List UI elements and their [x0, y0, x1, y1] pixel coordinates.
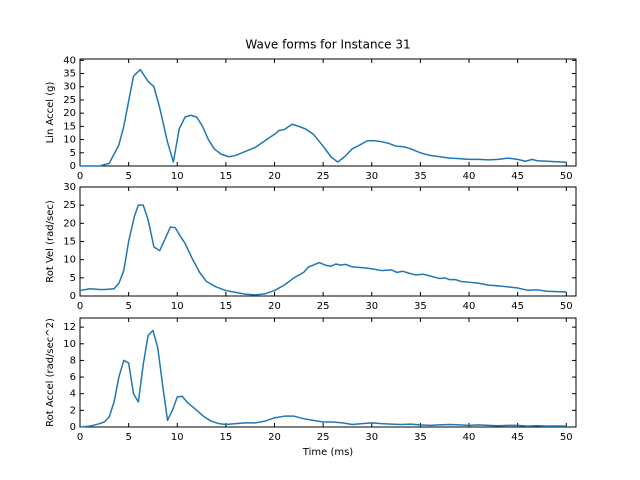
- y-tick-label: 30: [63, 82, 76, 93]
- x-tick-label: 35: [414, 171, 427, 182]
- x-tick-label: 30: [365, 171, 378, 182]
- x-tick-label: 40: [463, 432, 476, 443]
- x-tick-label: 0: [77, 432, 83, 443]
- y-tick-label: 20: [63, 218, 76, 229]
- data-line: [79, 329, 567, 428]
- y-tick-label: 10: [63, 255, 76, 266]
- x-tick-label: 45: [511, 432, 524, 443]
- y-tick-label: 15: [63, 121, 76, 132]
- x-tick-label: 5: [125, 171, 131, 182]
- y-tick-label: 5: [70, 148, 76, 159]
- x-tick-label: 0: [77, 171, 83, 182]
- x-tick-label: 15: [220, 171, 233, 182]
- x-tick-label: 25: [317, 432, 330, 443]
- y-tick-label: 0: [70, 422, 76, 433]
- data-line: [79, 204, 567, 296]
- y-tick-label: 15: [63, 237, 76, 248]
- y-tick-label: 0: [70, 161, 76, 172]
- data-line: [80, 68, 567, 167]
- y-tick-label: 8: [70, 355, 76, 366]
- x-tick-label: 45: [511, 301, 524, 312]
- x-tick-label: 20: [268, 432, 281, 443]
- x-tick-label: 20: [268, 171, 281, 182]
- y-tick-label: 5: [70, 273, 76, 284]
- x-tick-label: 50: [560, 301, 573, 312]
- x-tick-label: 35: [414, 432, 427, 443]
- y-tick-label: 0: [70, 291, 76, 302]
- y-tick-label: 6: [70, 372, 76, 383]
- x-tick-label: 15: [220, 432, 233, 443]
- x-tick-label: 35: [414, 301, 427, 312]
- x-tick-label: 10: [171, 432, 184, 443]
- x-tick-label: 30: [365, 301, 378, 312]
- y-tick-label: 25: [63, 95, 76, 106]
- x-tick-label: 40: [463, 301, 476, 312]
- y-tick-label: 10: [63, 135, 76, 146]
- y-tick-label: 12: [63, 322, 76, 333]
- axes-frame: [79, 58, 577, 167]
- x-tick-label: 30: [365, 432, 378, 443]
- x-tick-label: 50: [560, 171, 573, 182]
- y-tick-label: 20: [63, 108, 76, 119]
- x-tick-label: 0: [77, 301, 83, 312]
- x-tick-label: 40: [463, 171, 476, 182]
- x-tick-label: 10: [171, 301, 184, 312]
- y-axis-label: Rot Vel (rad/sec): [45, 200, 56, 283]
- x-tick-label: 15: [220, 301, 233, 312]
- x-tick-label: 25: [317, 171, 330, 182]
- axes-frame: [79, 317, 577, 428]
- x-tick-label: 50: [560, 432, 573, 443]
- y-tick-label: 10: [63, 339, 76, 350]
- y-tick-label: 40: [63, 55, 76, 66]
- x-tick-label: 5: [125, 432, 131, 443]
- y-tick-label: 25: [63, 200, 76, 211]
- x-tick-label: 20: [268, 301, 281, 312]
- y-tick-label: 4: [70, 389, 76, 400]
- y-axis-label: Lin Accel (g): [45, 82, 56, 144]
- x-tick-label: 5: [125, 301, 131, 312]
- figure-title: Wave forms for Instance 31: [245, 38, 410, 52]
- y-tick-label: 35: [63, 69, 76, 80]
- y-axis-label: Rot Accel (rad/sec^2): [45, 318, 56, 427]
- x-tick-label: 25: [317, 301, 330, 312]
- y-tick-label: 30: [63, 182, 76, 193]
- x-axis-label: Time (ms): [302, 447, 354, 458]
- x-tick-label: 45: [511, 171, 524, 182]
- y-tick-label: 2: [70, 405, 76, 416]
- x-tick-label: 10: [171, 171, 184, 182]
